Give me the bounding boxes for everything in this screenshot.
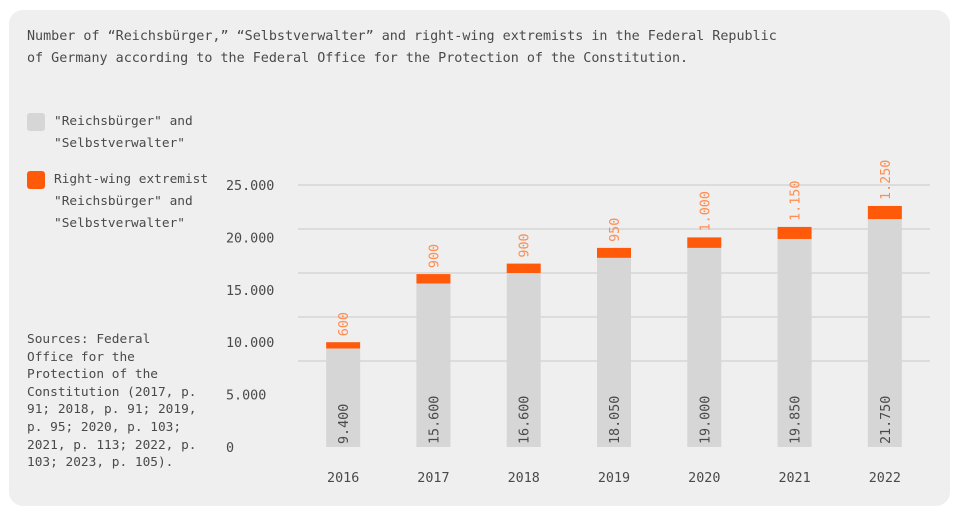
- data-label-base: 19.850: [789, 396, 804, 444]
- data-label-top: 1.250: [879, 160, 894, 200]
- bar-top: [416, 274, 451, 284]
- data-label-base: 18.050: [608, 396, 623, 444]
- sources-note: Sources: Federal Office for the Protecti…: [27, 332, 197, 471]
- legend-label-reichsbuerger: "Reichsbürger" and "Selbstverwalter": [54, 114, 193, 151]
- x-tick-label: 2020: [688, 471, 720, 486]
- bar-base: [867, 219, 902, 447]
- bar-base: [326, 348, 361, 447]
- data-label-top: 900: [427, 244, 442, 268]
- legend-swatch-gray: [27, 113, 45, 131]
- bar-top: [777, 226, 812, 239]
- x-tick-label: 2019: [598, 471, 630, 486]
- x-tick-label: 2017: [417, 471, 449, 486]
- y-tick-label: 0: [226, 441, 234, 456]
- bar-base: [687, 247, 722, 447]
- bar-base: [506, 273, 541, 447]
- bar-top: [687, 237, 722, 248]
- data-label-base: 21.750: [879, 396, 894, 444]
- x-tick-label: 2022: [869, 471, 901, 486]
- data-label-base: 9.400: [337, 404, 352, 444]
- bar-base: [416, 283, 451, 447]
- y-tick-label: 20.000: [226, 231, 274, 246]
- bar-top: [326, 342, 361, 349]
- legend-item-reichsbuerger: "Reichsbürger" and "Selbstverwalter": [27, 111, 217, 155]
- legend-item-right-wing: Right-wing extremist "Reichsbürger" and …: [27, 169, 217, 235]
- legend-swatch-orange: [27, 171, 45, 189]
- y-tick-label: 25.000: [226, 179, 274, 194]
- legend: "Reichsbürger" and "Selbstverwalter" Rig…: [27, 111, 217, 249]
- bar-base: [597, 257, 631, 447]
- data-label-top: 1.150: [789, 181, 804, 221]
- data-label-top: 900: [518, 233, 533, 257]
- x-tick-label: 2021: [778, 471, 810, 486]
- data-label-top: 950: [608, 218, 623, 242]
- bar-top: [867, 205, 902, 220]
- data-label-top: 600: [337, 312, 352, 336]
- data-label-top: 1.000: [698, 191, 713, 231]
- data-label-base: 15.600: [427, 396, 442, 444]
- bar-top: [506, 263, 541, 274]
- bar-base: [777, 238, 812, 447]
- y-tick-label: 15.000: [226, 284, 274, 299]
- chart-title: Number of “Reichsbürger,” “Selbstverwalt…: [27, 29, 777, 66]
- bar-top: [597, 247, 631, 258]
- y-tick-label: 10.000: [226, 336, 274, 351]
- data-label-base: 19.000: [698, 396, 713, 444]
- x-tick-label: 2016: [327, 471, 359, 486]
- y-tick-label: 5.000: [226, 389, 266, 404]
- x-tick-label: 2018: [508, 471, 540, 486]
- legend-label-right-wing: Right-wing extremist "Reichsbürger" and …: [54, 172, 209, 231]
- data-label-base: 16.600: [518, 396, 533, 444]
